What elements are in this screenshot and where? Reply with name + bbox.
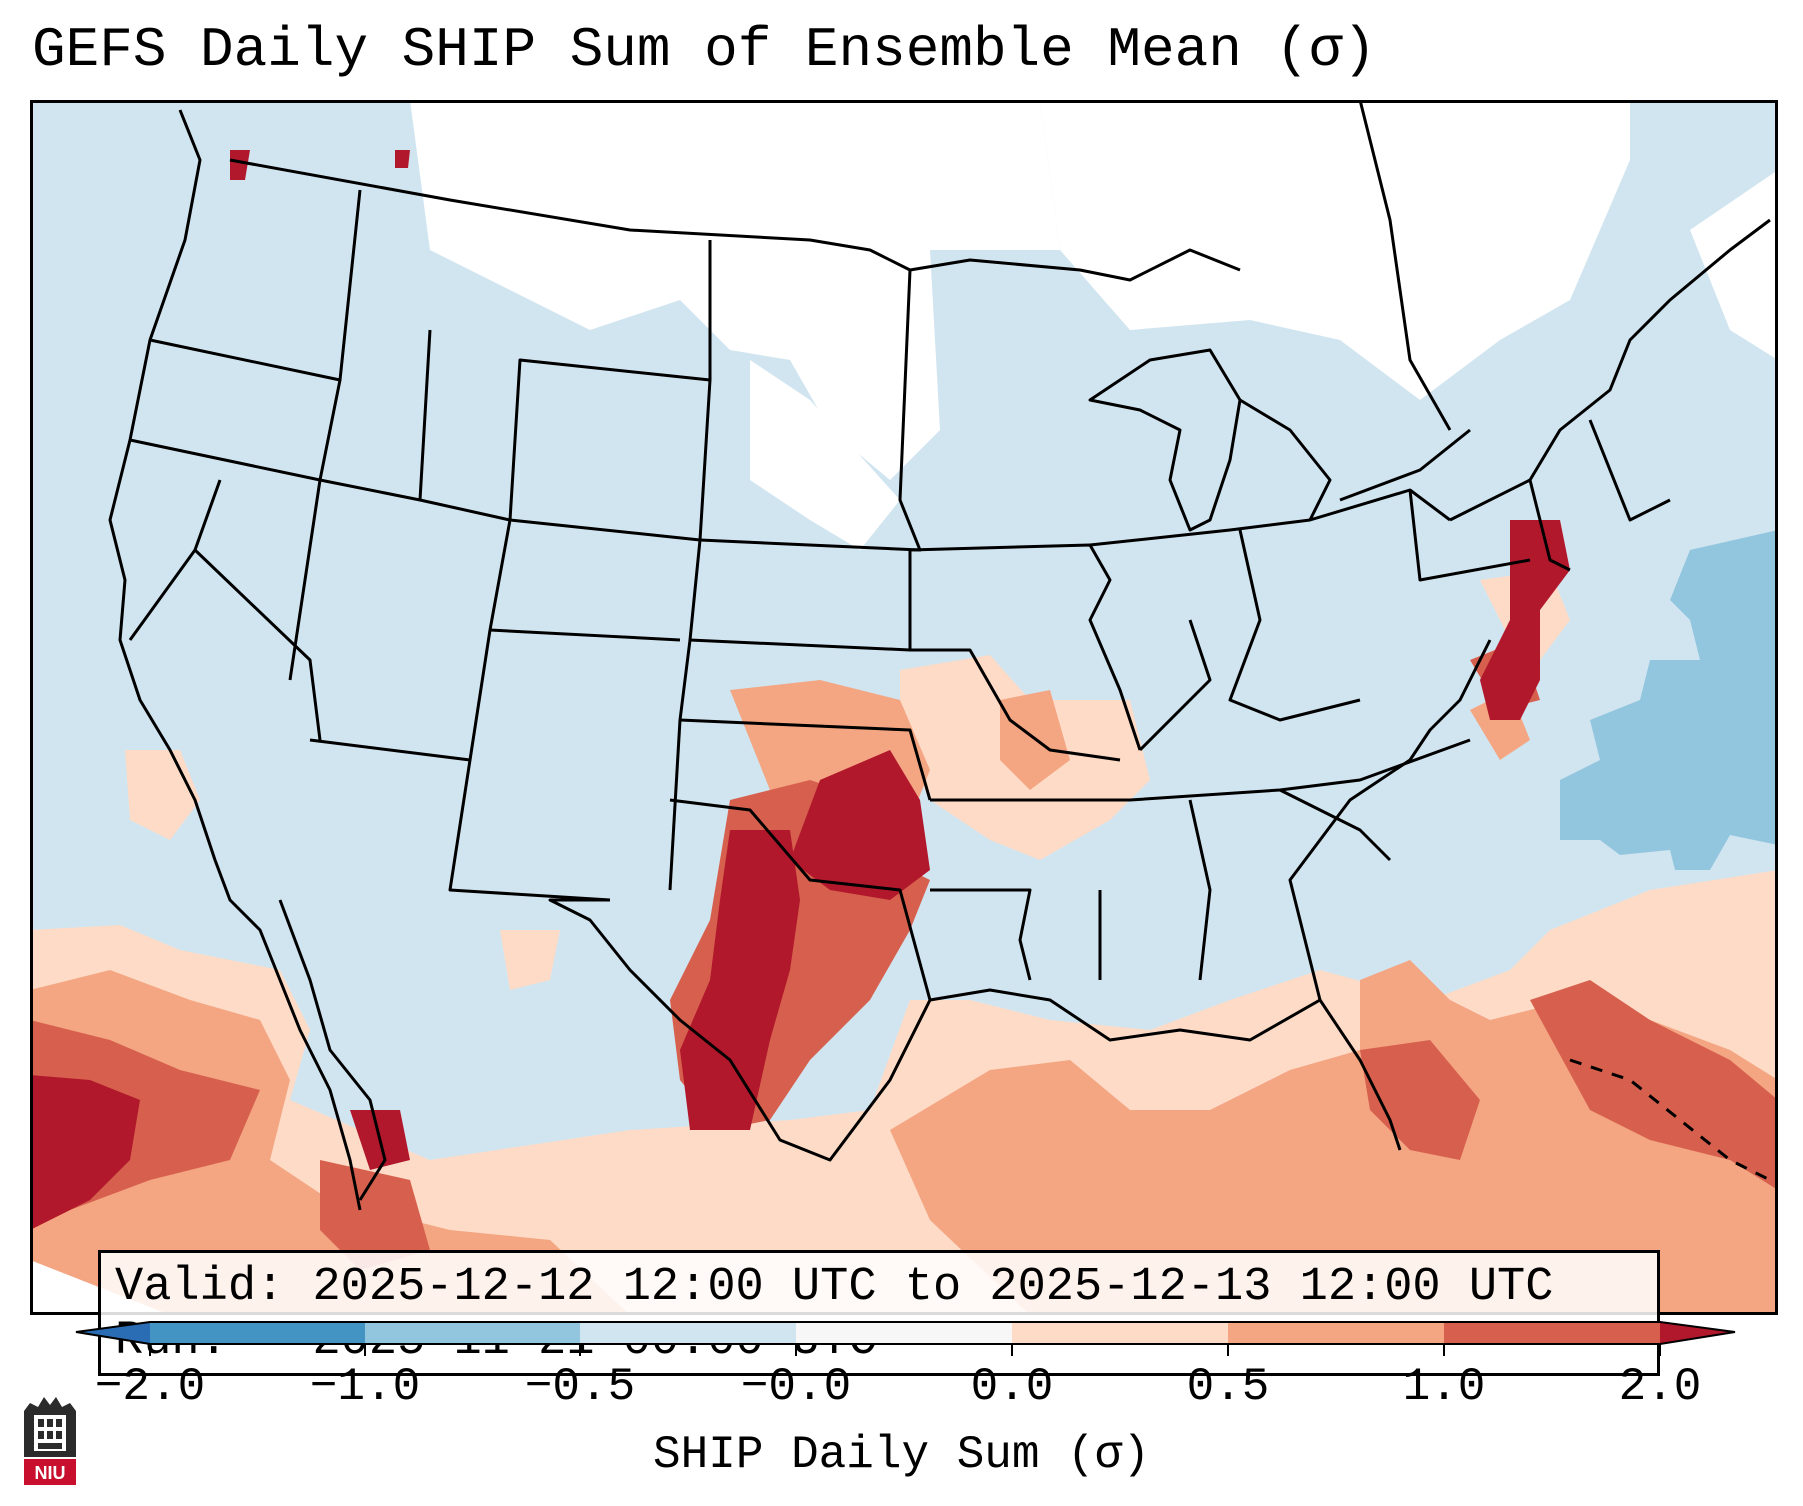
niu-logo-text: NIU <box>35 1463 66 1483</box>
colorbar-segment-4 <box>796 1322 1012 1344</box>
valid-value: 2025-12-12 12:00 UTC to 2025-12-13 12:00… <box>312 1261 1554 1314</box>
colorbar-segment-3 <box>580 1322 796 1344</box>
negative-anomaly-atlantic <box>1560 530 1778 870</box>
colorbar-segment-2 <box>365 1322 580 1344</box>
colorbar-tick-label: 2.0 <box>1618 1361 1702 1413</box>
positive-anomaly-moderate <box>30 680 1778 1315</box>
niu-logo: NIU <box>24 1397 76 1485</box>
map-canvas <box>30 100 1778 1315</box>
map-panel: Valid: 2025-12-12 12:00 UTC to 2025-12-1… <box>30 100 1778 1376</box>
map-title: GEFS Daily SHIP Sum of Ensemble Mean (σ) <box>32 18 1377 82</box>
colorbar-tick-label: −0.0 <box>740 1361 852 1413</box>
colorbar-ticks <box>149 1344 1661 1356</box>
colorbar-segment-6 <box>1228 1322 1444 1344</box>
colorbar-segment-1 <box>150 1322 365 1344</box>
colorbar-tick-label: 0.0 <box>970 1361 1054 1413</box>
colorbar <box>75 1321 1736 1356</box>
positive-anomaly-extreme <box>30 150 1570 1230</box>
valid-row: Valid: 2025-12-12 12:00 UTC to 2025-12-1… <box>115 1261 1643 1315</box>
colorbar-tick-label: −0.5 <box>524 1361 636 1413</box>
colorbar-over-triangle <box>1660 1322 1735 1344</box>
colorbar-tick-label: 0.5 <box>1186 1361 1270 1413</box>
colorbar-tick-label: −1.0 <box>309 1361 421 1413</box>
valid-label: Valid: <box>115 1261 285 1314</box>
colorbar-tick-label: −2.0 <box>94 1361 206 1413</box>
colorbar-tick-label: 1.0 <box>1402 1361 1486 1413</box>
colorbar-under-triangle <box>76 1322 150 1344</box>
colorbar-label: SHIP Daily Sum (σ) <box>653 1429 1150 1481</box>
neutral-field-areas <box>410 100 1778 550</box>
colorbar-segment-5 <box>1012 1322 1228 1344</box>
colorbar-segment-7 <box>1444 1322 1660 1344</box>
boundary-lines <box>108 100 1771 1211</box>
